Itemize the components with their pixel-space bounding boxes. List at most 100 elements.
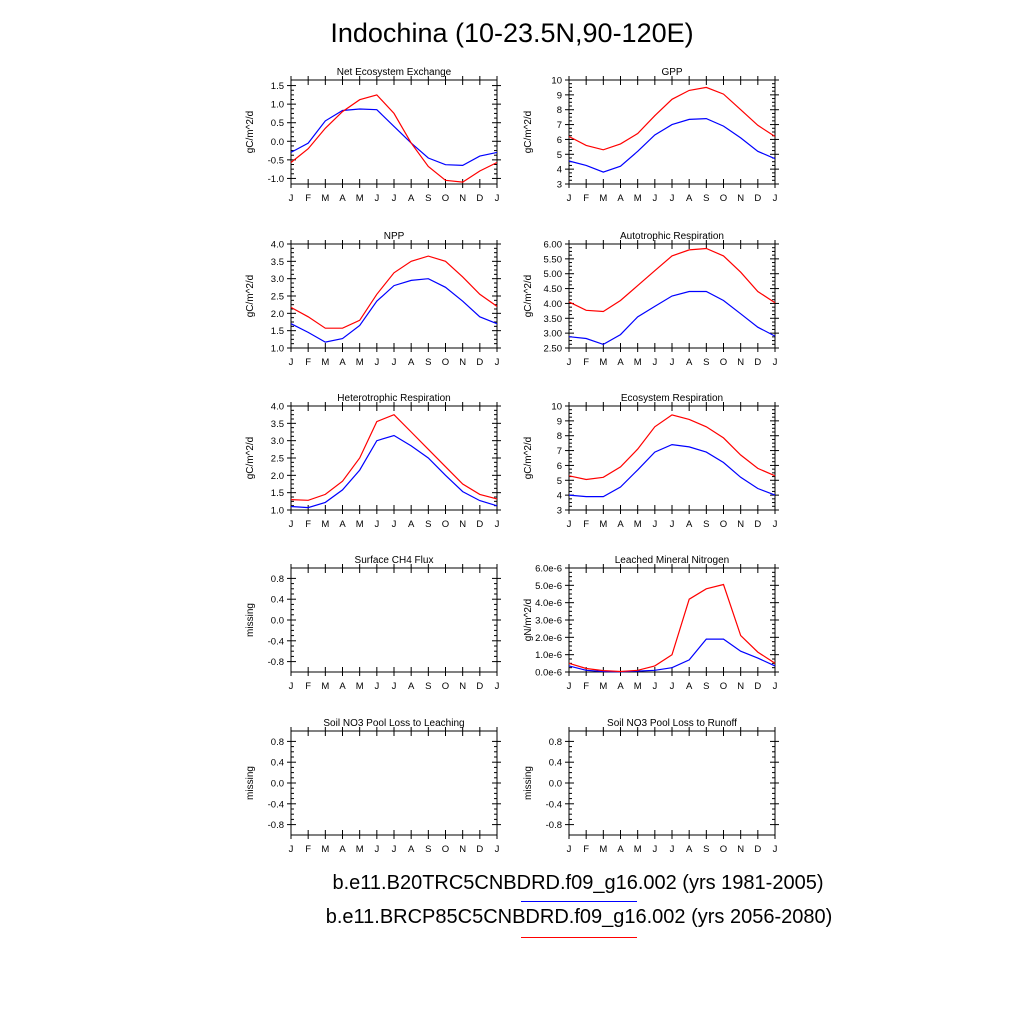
x-tick-label: A [339, 519, 346, 530]
x-tick-label: F [583, 357, 589, 368]
y-tick-label: 3.00 [544, 329, 563, 340]
x-tick-label: J [567, 519, 572, 530]
x-tick-label: D [476, 357, 483, 368]
panel-title: Soil NO3 Pool Loss to Leaching [323, 718, 464, 729]
x-tick-label: J [652, 357, 657, 368]
y-axis-label: gC/m^2/d [245, 111, 256, 154]
panel-title: GPP [661, 67, 682, 78]
series-line-1 [290, 434, 498, 509]
y-tick-label: 3.0e-6 [535, 616, 562, 627]
x-tick-label: M [634, 681, 642, 692]
y-tick-label: 6 [557, 461, 562, 472]
y-tick-label: -1.0 [268, 174, 284, 185]
y-tick-label: 0.4 [549, 758, 562, 769]
y-axis-label: gC/m^2/d [245, 275, 256, 318]
chart-panel-8: Leached Mineral Nitrogen gN/m^2/d 0.0e-6 1.… [523, 555, 779, 692]
y-tick-label: 2.0 [271, 471, 284, 482]
x-tick-label: N [459, 844, 466, 855]
legend-label-historical: b.e11.B20TRC5CNBDRD.f09_g16.002 (yrs 198… [332, 872, 824, 894]
x-tick-label: F [583, 844, 589, 855]
x-tick-label: J [773, 681, 778, 692]
series-line-2 [290, 94, 498, 183]
series-line-2 [568, 247, 776, 313]
x-tick-label: J [773, 193, 778, 204]
y-tick-label: 2.5 [271, 454, 284, 465]
x-tick-label: F [305, 193, 311, 204]
y-tick-label: 3.5 [271, 419, 284, 430]
figure-title: Indochina (10-23.5N,90-120E) [330, 18, 694, 48]
x-tick-label: A [339, 193, 346, 204]
plot-frame [290, 567, 498, 673]
x-tick-label: M [599, 193, 607, 204]
x-tick-label: J [374, 193, 379, 204]
x-tick-label: O [720, 357, 727, 368]
legend-entry-historical: b.e11.B20TRC5CNBDRD.f09_g16.002 (yrs 198… [0, 872, 1024, 895]
series-line-2 [290, 255, 498, 329]
y-tick-label: 6.0e-6 [535, 564, 562, 575]
y-tick-label: 10 [551, 76, 562, 87]
x-tick-label: N [737, 193, 744, 204]
x-tick-label: D [476, 193, 483, 204]
y-tick-label: 7 [557, 120, 562, 131]
y-tick-label: 1.0 [271, 100, 284, 111]
panel-title: Heterotrophic Respiration [337, 393, 450, 404]
y-tick-label: 0.8 [271, 737, 284, 748]
plot-frame [290, 243, 498, 349]
x-tick-label: M [356, 357, 364, 368]
series-line-1 [568, 290, 776, 346]
y-tick-label: 0.8 [549, 737, 562, 748]
y-tick-label: 1.0 [271, 344, 284, 355]
x-tick-label: A [408, 519, 415, 530]
x-tick-label: A [617, 844, 624, 855]
x-tick-label: J [289, 357, 294, 368]
series-line-2 [568, 86, 776, 151]
y-tick-label: 0.5 [271, 118, 284, 129]
x-tick-label: M [599, 681, 607, 692]
y-tick-label: -0.8 [268, 657, 284, 668]
x-tick-label: O [720, 193, 727, 204]
x-tick-label: M [599, 844, 607, 855]
x-tick-label: O [442, 519, 449, 530]
x-tick-label: N [459, 681, 466, 692]
y-tick-label: 3.0 [271, 274, 284, 285]
y-tick-label: 9 [557, 90, 562, 101]
y-axis-label: missing [523, 766, 534, 800]
y-tick-label: 4.0e-6 [535, 598, 562, 609]
y-tick-label: 1.5 [271, 81, 284, 92]
y-tick-label: 2.0e-6 [535, 633, 562, 644]
x-tick-label: J [392, 844, 397, 855]
x-tick-label: A [617, 193, 624, 204]
x-tick-label: M [321, 519, 329, 530]
x-tick-label: J [495, 681, 500, 692]
y-tick-label: 0.0 [271, 779, 284, 790]
x-tick-label: A [339, 357, 346, 368]
x-tick-label: O [720, 519, 727, 530]
x-tick-label: A [408, 681, 415, 692]
y-tick-label: 3.0 [271, 436, 284, 447]
x-tick-label: F [583, 519, 589, 530]
x-tick-label: J [670, 519, 675, 530]
x-tick-label: N [737, 844, 744, 855]
y-tick-label: 5.00 [544, 269, 563, 280]
x-tick-label: J [495, 844, 500, 855]
y-tick-label: 2.50 [544, 344, 563, 355]
y-tick-label: 1.5 [271, 326, 284, 337]
x-tick-label: J [374, 357, 379, 368]
y-tick-label: -0.4 [268, 636, 284, 647]
x-tick-label: A [408, 193, 415, 204]
y-tick-label: 8 [557, 105, 562, 116]
y-tick-label: 2.5 [271, 292, 284, 303]
y-tick-label: 0.4 [271, 595, 284, 606]
y-tick-label: -0.4 [546, 799, 562, 810]
x-tick-label: D [476, 844, 483, 855]
y-tick-label: 0.4 [271, 758, 284, 769]
x-tick-label: D [476, 681, 483, 692]
chart-panel-9: Soil NO3 Pool Loss to Leaching missing -0.… [245, 718, 501, 855]
x-tick-label: M [356, 844, 364, 855]
x-tick-label: J [392, 519, 397, 530]
x-tick-label: M [356, 193, 364, 204]
y-tick-label: 5.50 [544, 254, 563, 265]
y-axis-label: gC/m^2/d [523, 275, 534, 318]
